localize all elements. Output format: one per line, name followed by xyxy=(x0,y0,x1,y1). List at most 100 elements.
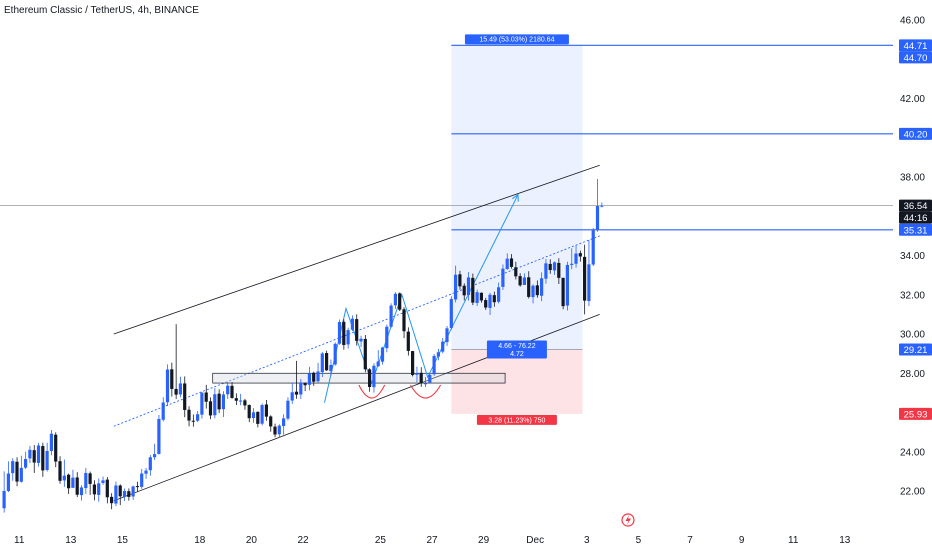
position-ratio-label-bg xyxy=(486,340,547,359)
candle xyxy=(527,277,531,297)
candle xyxy=(432,355,436,375)
candle xyxy=(122,491,127,497)
x-tick-label: 7 xyxy=(687,535,693,546)
price-tag-label: 36.54 xyxy=(904,201,928,212)
candle xyxy=(183,383,187,410)
candle xyxy=(488,294,492,308)
candle xyxy=(329,365,333,372)
candle xyxy=(307,373,311,385)
candle xyxy=(251,412,256,418)
price-tag xyxy=(899,407,932,420)
candle xyxy=(187,409,191,421)
candle xyxy=(79,487,84,496)
price-tag xyxy=(899,51,932,64)
x-tick-label: 15 xyxy=(117,535,129,546)
candle xyxy=(127,491,131,497)
candle xyxy=(165,369,170,403)
candle xyxy=(466,277,471,295)
candle xyxy=(591,230,595,265)
pattern-path xyxy=(324,194,519,403)
candle xyxy=(385,326,389,349)
candle xyxy=(540,278,544,296)
candle xyxy=(294,391,299,395)
candle xyxy=(544,263,548,279)
candle xyxy=(454,274,458,300)
candle xyxy=(45,450,49,471)
price-tag-label: 44:16 xyxy=(904,213,928,224)
y-tick-label: 22.00 xyxy=(900,487,925,498)
candle xyxy=(587,264,591,302)
position-target-label: 15.49 (53.03%) 2180.64 xyxy=(479,37,554,44)
candle xyxy=(531,285,535,298)
candle xyxy=(24,459,28,468)
price-tag-label: 35.31 xyxy=(904,225,928,236)
candle xyxy=(436,352,440,357)
candle xyxy=(411,351,415,376)
candle xyxy=(514,267,518,277)
candle xyxy=(557,262,561,278)
candle xyxy=(505,258,509,270)
y-tick-label: 28.00 xyxy=(900,369,925,380)
candle xyxy=(445,328,449,343)
candle xyxy=(36,445,41,463)
x-tick-label: 5 xyxy=(636,535,642,546)
candle xyxy=(260,405,264,424)
candle xyxy=(376,361,380,367)
candle xyxy=(415,373,419,375)
x-tick-label: 20 xyxy=(246,535,258,546)
candle xyxy=(88,473,92,484)
candle xyxy=(148,457,152,471)
candle xyxy=(11,461,15,474)
position-ratio-label-line1: 4.66 - 76.22 xyxy=(498,343,535,350)
candle xyxy=(273,426,277,435)
candle xyxy=(441,341,445,352)
candle xyxy=(221,394,225,410)
candle xyxy=(2,491,6,509)
x-tick-label: 9 xyxy=(739,535,745,546)
candle xyxy=(213,394,217,416)
candle xyxy=(574,253,578,264)
candle xyxy=(337,322,342,344)
candle xyxy=(84,472,88,489)
candle xyxy=(144,470,148,474)
candle xyxy=(286,400,290,419)
channel-upper-line xyxy=(113,164,600,335)
y-tick-label: 34.00 xyxy=(900,251,925,262)
x-tick-label: 13 xyxy=(839,535,851,546)
candle xyxy=(316,371,320,382)
price-tag xyxy=(899,211,932,224)
candle xyxy=(522,277,526,285)
pattern-arrowhead xyxy=(511,193,519,202)
candle xyxy=(402,309,406,332)
candle xyxy=(247,405,251,419)
price-tag-label: 44.71 xyxy=(904,41,928,52)
candle xyxy=(101,480,105,483)
candle xyxy=(28,449,32,459)
candle xyxy=(479,292,483,301)
candle xyxy=(196,414,200,421)
candle xyxy=(583,256,587,301)
x-tick-label: 22 xyxy=(297,535,309,546)
pattern-arc-1 xyxy=(410,384,442,399)
candle xyxy=(355,319,359,341)
candle xyxy=(62,475,66,481)
candle xyxy=(600,205,604,207)
candle xyxy=(535,285,539,296)
y-tick-label: 30.00 xyxy=(900,330,925,341)
candle xyxy=(368,369,372,387)
candle xyxy=(320,353,324,373)
candle xyxy=(135,486,139,488)
candle xyxy=(67,474,71,489)
candle xyxy=(518,276,522,286)
candle xyxy=(140,473,144,487)
x-tick-label: 29 xyxy=(478,535,490,546)
candle xyxy=(423,383,428,385)
candle xyxy=(226,385,230,395)
candle xyxy=(398,293,402,310)
candle xyxy=(342,321,346,345)
candle xyxy=(191,420,195,422)
candle xyxy=(570,263,574,265)
x-tick-label: 11 xyxy=(788,535,799,546)
